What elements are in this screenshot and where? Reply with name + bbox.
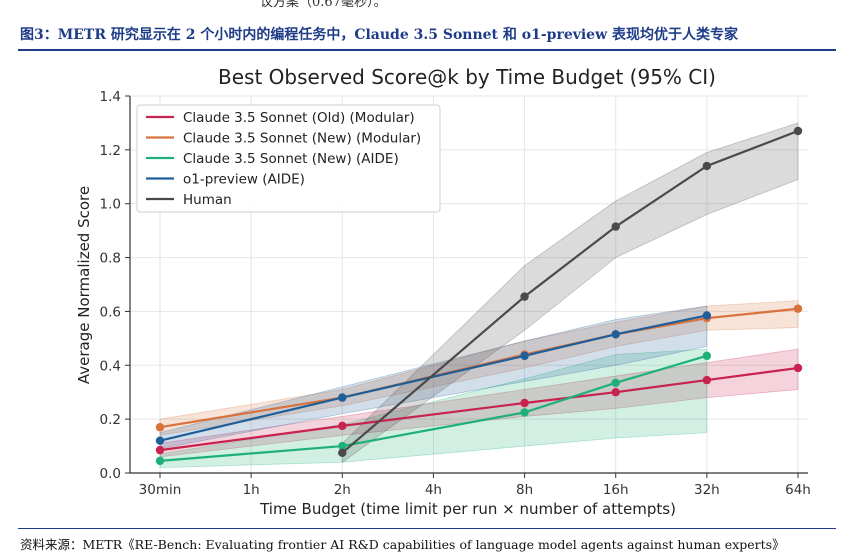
data-point (155, 456, 165, 466)
tick-labels: 30min 1h 2h 4h 8h 16h 32h 64h 0.0 0.2 0.4 0.6 0.8 1.0… (100, 89, 811, 498)
data-point (793, 304, 803, 313)
legend: Claude 3.5 Sonnet (Old) (Modular) Claude … (136, 104, 441, 213)
y-tick-label: 1.4 (100, 89, 121, 105)
x-tick-label: 2h (334, 482, 351, 498)
data-point (702, 375, 712, 385)
y-tick-label: 0.0 (100, 466, 121, 482)
data-point (338, 441, 347, 451)
data-point (520, 351, 529, 361)
y-tick-label: 0.2 (100, 412, 121, 428)
legend-box (136, 104, 441, 213)
y-tick-label: 0.6 (100, 304, 121, 320)
y-axis-label: Average Normalized Score (75, 186, 93, 384)
x-axis-label: Time Budget (time limit per run × number… (259, 500, 676, 518)
data-point (338, 421, 347, 431)
title-divider (18, 49, 836, 51)
legend-label: Claude 3.5 Sonnet (New) (Modular) (183, 131, 421, 147)
x-tick-label: 30min (139, 482, 182, 498)
data-point (338, 448, 347, 458)
data-point (520, 408, 529, 417)
figure-title: 图3：METR 研究显示在 2 个小时内的编程任务中，Claude 3.5 So… (20, 27, 739, 43)
source-note: 资料来源：METR《RE-Bench: Evaluating frontier … (20, 537, 785, 552)
y-tick-label: 1.2 (100, 143, 121, 159)
data-point (793, 363, 803, 373)
legend-label: Human (183, 192, 232, 208)
data-point (702, 351, 712, 361)
legend-label: o1-preview (AIDE) (183, 172, 305, 188)
data-point (155, 445, 165, 455)
x-tick-label: 64h (785, 482, 811, 498)
data-point (611, 222, 620, 231)
x-tick-label: 32h (694, 482, 720, 498)
x-tick-label: 1h (243, 482, 260, 498)
chart-title: Best Observed Score@k by Time Budget (95… (218, 65, 716, 89)
x-tick-label: 16h (603, 482, 629, 498)
data-point (702, 161, 712, 171)
source-divider (18, 528, 836, 529)
axes (125, 95, 808, 478)
data-point (611, 378, 620, 387)
top-text-fragment: 议方案（0.67毫秒）。 (260, 0, 387, 10)
grid (130, 95, 808, 474)
x-tick-label: 8h (516, 482, 533, 498)
data-point (155, 423, 165, 432)
x-tick-label: 4h (425, 482, 442, 498)
data-point (611, 330, 620, 339)
data-point (338, 393, 347, 402)
data-point (611, 388, 620, 397)
chart: Best Observed Score@k by Time Budget (95… (75, 65, 811, 518)
legend-label: Claude 3.5 Sonnet (New) (AIDE) (183, 151, 399, 167)
ci-band (341, 122, 799, 464)
ci-band (159, 348, 708, 469)
series-points (155, 126, 803, 466)
data-point (520, 292, 529, 301)
data-point (155, 436, 165, 445)
data-point (793, 126, 803, 136)
legend-label: Claude 3.5 Sonnet (Old) (Modular) (183, 110, 415, 126)
y-tick-label: 0.4 (100, 358, 121, 374)
data-point (702, 311, 712, 320)
data-point (520, 398, 529, 408)
y-tick-label: 0.8 (100, 251, 121, 267)
y-tick-label: 1.0 (100, 197, 121, 213)
